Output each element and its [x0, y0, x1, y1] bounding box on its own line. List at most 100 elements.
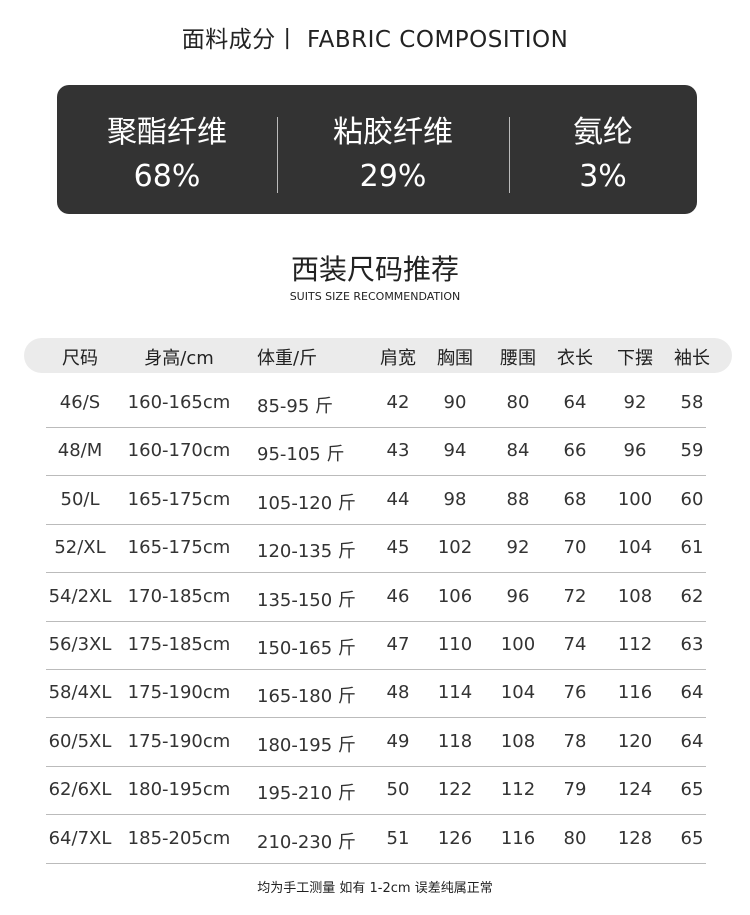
table-cell: 104	[500, 682, 536, 704]
table-cell: 64	[563, 392, 587, 413]
table-row: 52/XL 165-175cm 120-135 斤 45 102 92 70 104 61	[0, 525, 750, 574]
table-cell: 170-185cm	[127, 585, 231, 607]
table-cell: 59	[680, 440, 704, 462]
table-cell: 165-175cm	[127, 488, 231, 510]
table-cell: 108	[617, 585, 653, 607]
table-cell: 175-190cm	[127, 682, 231, 704]
table-cell: 165-175cm	[127, 537, 231, 559]
table-cell: 112	[617, 634, 653, 655]
table-cell: 43	[386, 440, 410, 462]
table-cell: 160-165cm	[127, 392, 231, 413]
table-cell: 116	[500, 827, 536, 849]
table-cell: 185-205cm	[127, 827, 231, 849]
table-cell: 48	[386, 682, 410, 704]
table-cell: 51	[386, 827, 410, 849]
table-cell: 54/2XL	[48, 585, 112, 607]
table-row: 60/5XL 175-190cm 180-195 斤 49 118 108 78 120 64	[0, 719, 750, 767]
column-header: 腰围	[500, 348, 536, 369]
composition-name: 聚酯纤维	[107, 115, 227, 150]
composition-item: 粘胶纤维 29%	[277, 85, 509, 214]
table-cell: 120-135 斤	[257, 541, 356, 563]
table-cell: 74	[563, 634, 587, 655]
table-header: 尺码 身高/cm 体重/斤 肩宽 胸围 腰围 衣长 下摆 袖长	[24, 338, 732, 373]
table-cell: 42	[386, 392, 410, 413]
composition-name: 氨纶	[573, 115, 633, 150]
composition-percent: 3%	[579, 159, 627, 194]
table-cell: 47	[386, 634, 410, 655]
row-divider	[46, 765, 706, 767]
table-cell: 105-120 斤	[257, 492, 356, 514]
table-cell: 78	[563, 730, 587, 752]
table-cell: 100	[500, 634, 536, 655]
table-cell: 104	[617, 537, 653, 559]
table-cell: 63	[680, 634, 704, 655]
table-cell: 45	[386, 537, 410, 559]
row-divider	[46, 572, 706, 574]
table-cell: 79	[563, 779, 587, 801]
table-cell: 195-210 斤	[257, 783, 356, 805]
table-cell: 52/XL	[54, 537, 106, 559]
table-cell: 114	[437, 682, 473, 704]
table-cell: 116	[617, 682, 653, 704]
table-cell: 96	[623, 440, 647, 462]
table-cell: 65	[680, 827, 704, 849]
table-cell: 106	[437, 585, 473, 607]
table-cell: 62	[680, 585, 704, 607]
table-cell: 80	[506, 392, 530, 413]
table-cell: 210-230 斤	[257, 831, 356, 853]
table-cell: 64	[680, 730, 704, 752]
row-divider	[46, 669, 706, 670]
table-cell: 96	[506, 585, 530, 607]
table-cell: 92	[623, 392, 647, 413]
table-cell: 118	[437, 730, 473, 752]
table-cell: 46	[386, 585, 410, 607]
table-cell: 61	[680, 537, 704, 559]
table-cell: 88	[506, 488, 530, 510]
table-cell: 85-95 斤	[257, 396, 334, 417]
table-row: 58/4XL 175-190cm 165-180 斤 48 114 104 76 116 64	[0, 670, 750, 719]
column-header: 身高/cm	[144, 348, 214, 369]
table-row: 62/6XL 180-195cm 195-210 斤 50 122 112 79 124 65	[0, 767, 750, 816]
row-divider	[46, 475, 706, 477]
table-cell: 94	[443, 440, 467, 462]
table-cell: 180-195 斤	[257, 734, 356, 756]
table-cell: 66	[563, 440, 587, 462]
table-cell: 108	[500, 730, 536, 752]
table-cell: 98	[443, 488, 467, 510]
table-cell: 48/M	[57, 440, 103, 462]
table-cell: 124	[617, 779, 653, 801]
table-cell: 65	[680, 779, 704, 801]
column-header: 胸围	[437, 348, 473, 369]
table-cell: 70	[563, 537, 587, 559]
table-cell: 100	[617, 488, 653, 510]
table-cell: 76	[563, 682, 587, 704]
table-cell: 60/5XL	[48, 730, 112, 752]
table-cell: 150-165 斤	[257, 638, 356, 659]
table-cell: 64/7XL	[48, 827, 112, 849]
table-cell: 50	[386, 779, 410, 801]
table-cell: 95-105 斤	[257, 444, 345, 466]
table-row: 56/3XL 175-185cm 150-165 斤 47 110 100 74 112 63	[0, 622, 750, 670]
table-cell: 120	[617, 730, 653, 752]
row-divider	[46, 814, 706, 816]
table-row: 50/L 165-175cm 105-120 斤 44 98 88 68 100 60	[0, 477, 750, 525]
table-cell: 102	[437, 537, 473, 559]
table-cell: 92	[506, 537, 530, 559]
table-cell: 68	[563, 488, 587, 510]
table-cell: 58	[680, 392, 704, 413]
table-row: 46/S 160-165cm 85-95 斤 42 90 80 64 92 58	[0, 380, 750, 428]
table-cell: 58/4XL	[48, 682, 112, 704]
composition-percent: 29%	[359, 159, 427, 194]
divider	[509, 117, 510, 193]
table-cell: 175-185cm	[127, 634, 231, 655]
table-row: 64/7XL 185-205cm 210-230 斤 51 126 116 80 128 65	[0, 816, 750, 864]
table-cell: 110	[437, 634, 473, 655]
table-cell: 50/L	[60, 488, 100, 510]
measurement-note: 均为手工测量 如有 1-2cm 误差纯属正常	[257, 881, 493, 896]
row-divider	[46, 862, 706, 864]
table-row: 48/M 160-170cm 95-105 斤 43 94 84 66 96 59	[0, 428, 750, 477]
table-cell: 44	[386, 488, 410, 510]
table-cell: 175-190cm	[127, 730, 231, 752]
column-header: 下摆	[617, 348, 653, 369]
table-cell: 126	[437, 827, 473, 849]
